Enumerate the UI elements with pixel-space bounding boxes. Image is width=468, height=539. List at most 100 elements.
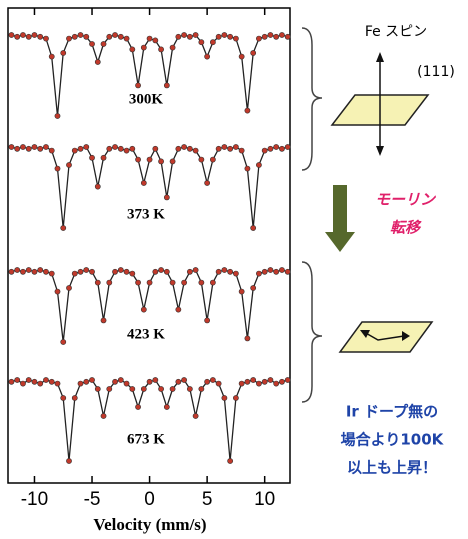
data-point [71,395,78,401]
brace [301,261,323,403]
series-label: 673 K [127,431,165,447]
data-point [66,162,72,168]
data-point [175,306,182,313]
data-point [25,267,32,273]
data-point [192,267,199,273]
data-point [89,377,95,383]
data-point [106,33,113,40]
data-point [89,154,95,161]
data-point [181,279,188,286]
data-point [152,145,159,152]
data-point [112,268,118,275]
data-point [71,147,78,154]
data-point [209,156,216,163]
data-point [163,404,170,410]
data-point [48,147,55,154]
data-point [60,50,67,56]
data-point [140,386,147,392]
data-point [43,268,49,275]
data-point [54,165,61,172]
data-point [20,380,26,387]
data-point [77,32,84,38]
annotation: 転移 [390,219,422,237]
data-point [100,317,107,324]
data-point [267,145,274,152]
data-point [215,33,222,40]
data-point [261,268,268,275]
data-point [94,386,101,392]
data-point [261,147,268,154]
data-point [169,44,176,51]
data-point [60,225,67,231]
data-point [273,380,280,387]
data-point [31,268,38,275]
data-point [31,378,38,385]
data-point [129,270,136,277]
data-point [221,267,228,273]
data-point [43,377,49,383]
data-point [71,270,78,277]
data-point [112,144,118,150]
data-point [54,113,61,119]
data-point [244,165,251,172]
data-point [31,144,38,150]
data-point [146,378,153,385]
annotation: モーリン [375,191,437,209]
data-point [227,268,234,275]
data-point [8,268,15,275]
data-point [66,285,72,291]
data-point [209,377,216,383]
data-point [135,82,141,89]
arrow-head [376,52,384,62]
data-point [233,395,239,401]
data-point [215,380,222,387]
annotation: 場合より100K [341,431,445,449]
data-point [169,386,176,392]
data-point [112,32,118,38]
data-point [152,268,159,275]
data-point [14,33,21,40]
data-point [140,44,147,51]
data-point [261,33,268,40]
data-point [227,145,234,152]
data-point [192,413,199,419]
data-point [117,267,124,273]
data-point [256,35,262,42]
arrow-head [376,146,384,156]
data-point [279,145,285,152]
data-point [8,32,15,38]
data-point [100,41,107,47]
data-point [100,413,107,419]
data-point [244,107,251,114]
data-point [158,158,164,165]
data-point [37,145,44,152]
data-point [140,306,147,313]
data-point [186,145,193,152]
arrow-head [402,331,410,341]
series-label: 423 K [127,326,165,342]
data-point [152,37,159,44]
data-point [94,59,101,65]
data-point [83,267,90,273]
data-point [152,377,159,383]
x-tick-label: 0 [144,489,155,510]
data-point [192,32,199,38]
data-point [8,378,15,385]
x-tick-label: -5 [84,489,101,510]
data-point [198,279,205,286]
data-point [14,145,21,152]
data-point [94,183,101,190]
data-point [106,279,113,286]
data-point [250,285,257,291]
data-point [20,268,26,275]
data-point [181,377,188,383]
data-point [66,458,72,464]
data-point [66,35,72,42]
data-point [60,395,67,401]
transition-arrow [333,185,347,233]
data-point [60,339,67,345]
data-point [48,378,55,385]
data-point [238,53,245,60]
data-point [284,144,291,150]
